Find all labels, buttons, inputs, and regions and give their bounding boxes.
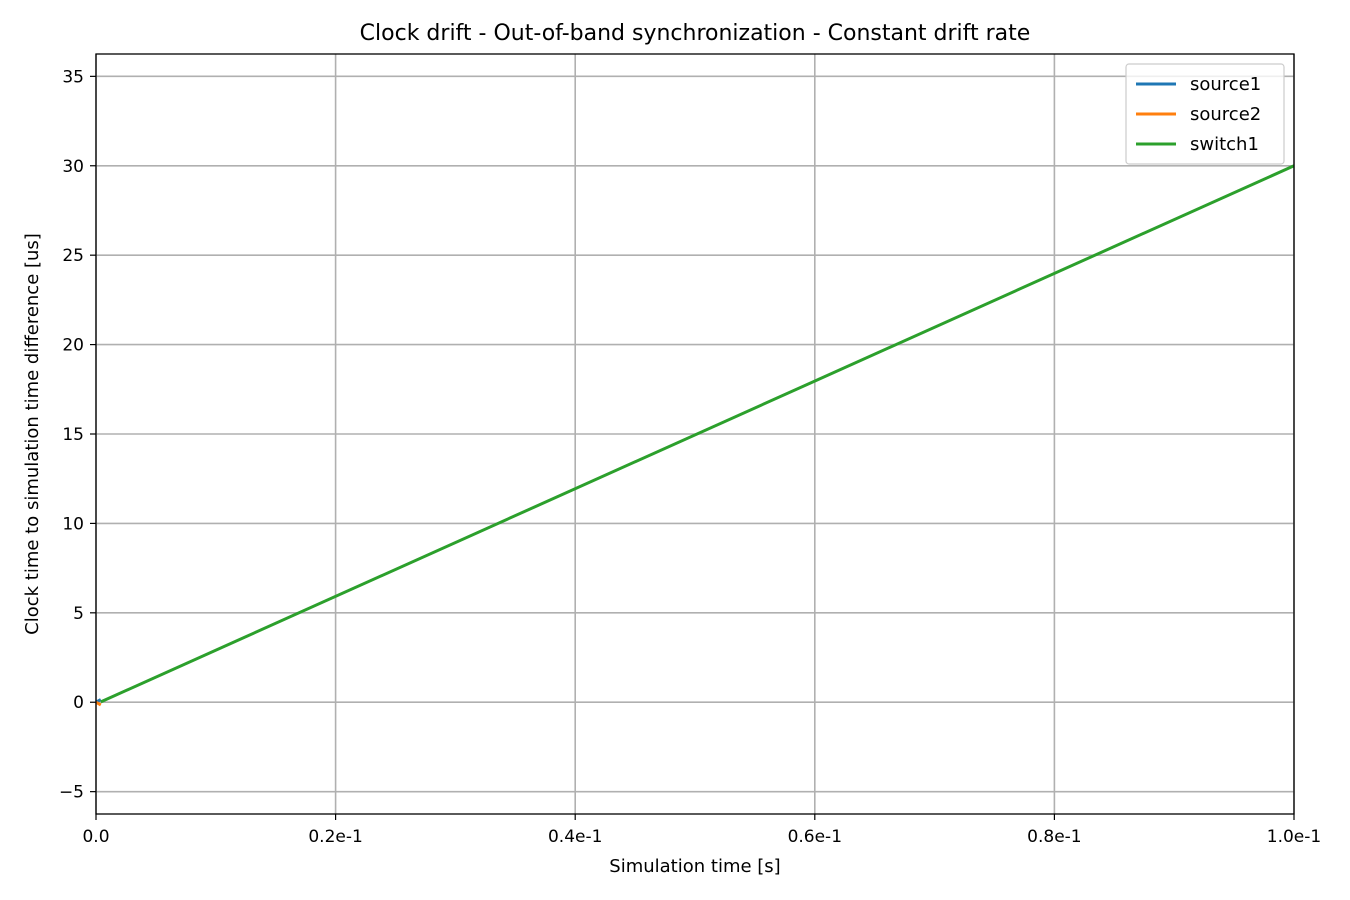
y-tick-label: 25 <box>62 246 84 266</box>
x-tick-label: 1.0e-1 <box>1267 827 1321 847</box>
legend-label-source1: source1 <box>1190 74 1261 95</box>
y-tick-label: 30 <box>62 157 84 177</box>
series-lines <box>95 164 1295 707</box>
axis-ticks: 0.0 0.2e-1 0.4e-1 0.6e-1 0.8e-1 1.0e-1 −5 0 5 10 1… <box>59 67 1321 847</box>
y-axis-label: Clock time to simulation time difference… <box>22 233 43 635</box>
x-tick-label: 0.2e-1 <box>308 827 362 847</box>
y-tick-label: 10 <box>62 514 84 534</box>
y-tick-label: 35 <box>62 67 84 87</box>
series-line-switch1 <box>100 164 1295 704</box>
x-tick-label: 0.4e-1 <box>548 827 602 847</box>
series-line-source2 <box>95 700 102 707</box>
x-tick-label: 0.6e-1 <box>788 827 842 847</box>
y-tick-label: 15 <box>62 425 84 445</box>
y-tick-label: 20 <box>62 336 84 356</box>
y-tick-label: −5 <box>59 783 84 803</box>
legend-box <box>1125 63 1285 165</box>
x-axis-label: Simulation time [s] <box>609 856 780 877</box>
x-tick-label: 0.0 <box>82 827 109 847</box>
y-tick-label: 0 <box>73 693 84 713</box>
y-tick-label: 5 <box>73 604 84 624</box>
legend-label-switch1: switch1 <box>1190 134 1259 155</box>
legend: source1 source2 switch1 <box>1125 63 1285 165</box>
legend-label-source2: source2 <box>1190 104 1261 125</box>
x-tick-label: 0.8e-1 <box>1027 827 1081 847</box>
chart-title: Clock drift - Out-of-band synchronizatio… <box>360 21 1031 46</box>
